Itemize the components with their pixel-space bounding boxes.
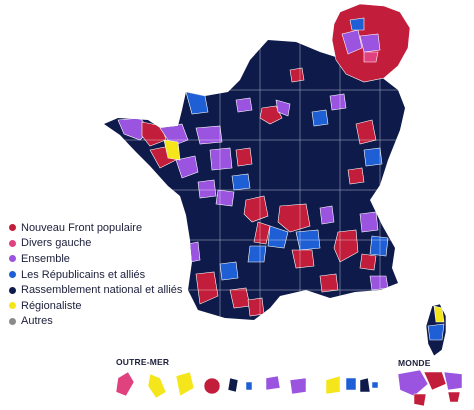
territory-shape	[345, 377, 357, 391]
constituency-region	[369, 235, 389, 257]
territory-shape	[265, 375, 281, 391]
constituency-region	[433, 305, 445, 323]
constituency-region	[267, 225, 289, 249]
legend-swatch	[9, 317, 16, 325]
constituency-region	[247, 245, 267, 263]
constituency-region	[163, 139, 181, 161]
constituency-region	[319, 205, 335, 225]
paris-inset	[331, 3, 411, 83]
legend-item-divers-gauche: Divers gauche	[9, 236, 182, 252]
world-region	[397, 369, 429, 397]
constituency-region	[359, 33, 381, 53]
territory-shape	[203, 377, 221, 395]
world-region	[443, 371, 463, 391]
legend-swatch	[9, 239, 16, 247]
territory-shape	[371, 381, 379, 389]
constituency-region	[247, 297, 265, 317]
territory-shape	[147, 373, 167, 399]
constituency-region	[329, 93, 347, 111]
constituency-region	[275, 99, 291, 117]
legend-label: Régionaliste	[21, 299, 82, 312]
constituency-region	[197, 179, 217, 199]
constituency-region	[235, 97, 253, 113]
legend-swatch	[9, 224, 16, 232]
monde-inset	[397, 369, 463, 407]
territory-shape	[115, 371, 135, 397]
legend-swatch	[9, 271, 16, 279]
legend-label: Ensemble	[21, 252, 70, 265]
france-mainland	[104, 40, 405, 320]
territory-shape	[359, 377, 371, 393]
outre-mer-label: OUTRE-MER	[116, 357, 170, 367]
constituency-region	[175, 155, 199, 179]
legend-item-rassemblement-national: Rassemblement national et alliés	[9, 282, 182, 298]
constituency-region	[209, 147, 233, 171]
constituency-region	[427, 323, 445, 341]
legend-label: Divers gauche	[21, 237, 92, 250]
constituency-region	[195, 125, 223, 145]
constituency-region	[341, 29, 363, 55]
constituency-region	[291, 249, 315, 269]
legend-item-les-republicains: Les Républicains et alliés	[9, 267, 182, 283]
legend-swatch	[9, 255, 16, 263]
world-region	[423, 371, 447, 391]
constituency-region	[195, 271, 219, 305]
constituency-borders	[120, 40, 400, 320]
territory-shape	[227, 377, 239, 393]
constituency-region	[359, 253, 377, 271]
constituency-region	[363, 147, 383, 167]
monde-label: MONDE	[398, 358, 431, 368]
france-outline	[104, 40, 405, 320]
constituency-region	[347, 167, 365, 185]
territory-shape	[325, 375, 341, 395]
constituency-region	[349, 17, 365, 31]
legend-label: Autres	[21, 315, 53, 328]
constituency-region	[253, 221, 271, 245]
territory-shape	[289, 377, 307, 395]
constituency-region	[259, 105, 283, 125]
legend-label: Les Républicains et alliés	[21, 268, 146, 281]
constituency-region	[355, 119, 377, 145]
legend-swatch	[9, 302, 16, 310]
constituency-region	[319, 273, 339, 293]
map-legend: Nouveau Front populaire Divers gauche En…	[9, 220, 182, 329]
constituency-region	[219, 261, 239, 281]
constituency-region	[369, 275, 389, 291]
territory-shape	[245, 381, 253, 391]
legend-item-autres: Autres	[9, 314, 182, 330]
legend-swatch	[9, 286, 16, 294]
constituency-region	[231, 173, 251, 191]
legend-item-regionaliste: Régionaliste	[9, 298, 182, 314]
outre-mer-strip	[115, 371, 379, 399]
corsica	[425, 303, 447, 357]
world-region	[413, 393, 427, 407]
constituency-region	[289, 67, 305, 83]
legend-item-nouveau-front-populaire: Nouveau Front populaire	[9, 220, 182, 236]
territory-shape	[175, 371, 195, 397]
legend-label: Nouveau Front populaire	[21, 221, 143, 234]
constituency-region	[187, 241, 201, 263]
constituency-region	[215, 189, 235, 207]
constituency-region	[235, 147, 253, 167]
legend-label: Rassemblement national et alliés	[21, 284, 183, 297]
constituency-region	[311, 109, 329, 127]
world-region	[447, 391, 461, 403]
constituency-region	[363, 51, 379, 63]
legend-item-ensemble: Ensemble	[9, 251, 182, 267]
constituency-region	[359, 211, 379, 233]
